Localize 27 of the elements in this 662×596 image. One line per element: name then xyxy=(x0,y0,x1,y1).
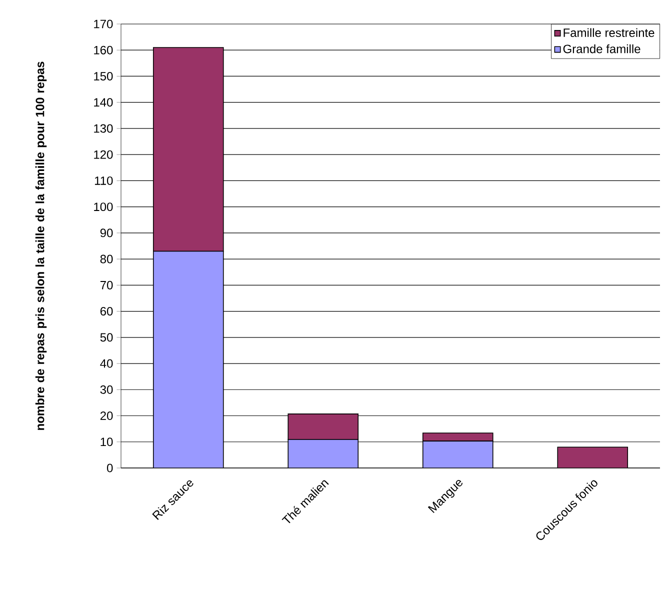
y-tick-label: 0 xyxy=(107,464,113,472)
y-tick-label: 150 xyxy=(94,72,113,80)
y-tick-label: 130 xyxy=(94,124,113,133)
bar xyxy=(288,414,359,440)
y-tick-label: 60 xyxy=(100,307,113,316)
bar xyxy=(557,446,628,468)
y-tick-label: 30 xyxy=(100,385,113,394)
y-axis-title: nombre de repas pris selon la taille de la famille pour 100 repas xyxy=(35,62,47,430)
bar xyxy=(152,47,224,252)
y-tick-label: 70 xyxy=(100,280,113,290)
y-tick-label: 10 xyxy=(100,438,113,446)
y-tick-label: 140 xyxy=(94,98,113,107)
y-tick-label: 80 xyxy=(100,254,113,264)
y-tick-label: 160 xyxy=(94,46,113,54)
y-tick-label: 20 xyxy=(100,412,113,420)
y-tick-label: 40 xyxy=(100,359,113,368)
y-tick-label: 120 xyxy=(94,150,113,159)
y-tick-label: 170 xyxy=(94,20,113,28)
y-tick-label: 100 xyxy=(94,202,113,212)
bar xyxy=(152,250,224,468)
y-tick-label: 110 xyxy=(94,176,113,185)
bar xyxy=(422,440,494,468)
y-tick-label: 50 xyxy=(100,333,113,342)
legend-label: Grande famille xyxy=(563,44,640,54)
legend-label: Famille restreinte xyxy=(564,28,654,37)
y-tick-label: 90 xyxy=(100,228,113,238)
bar xyxy=(288,439,359,468)
